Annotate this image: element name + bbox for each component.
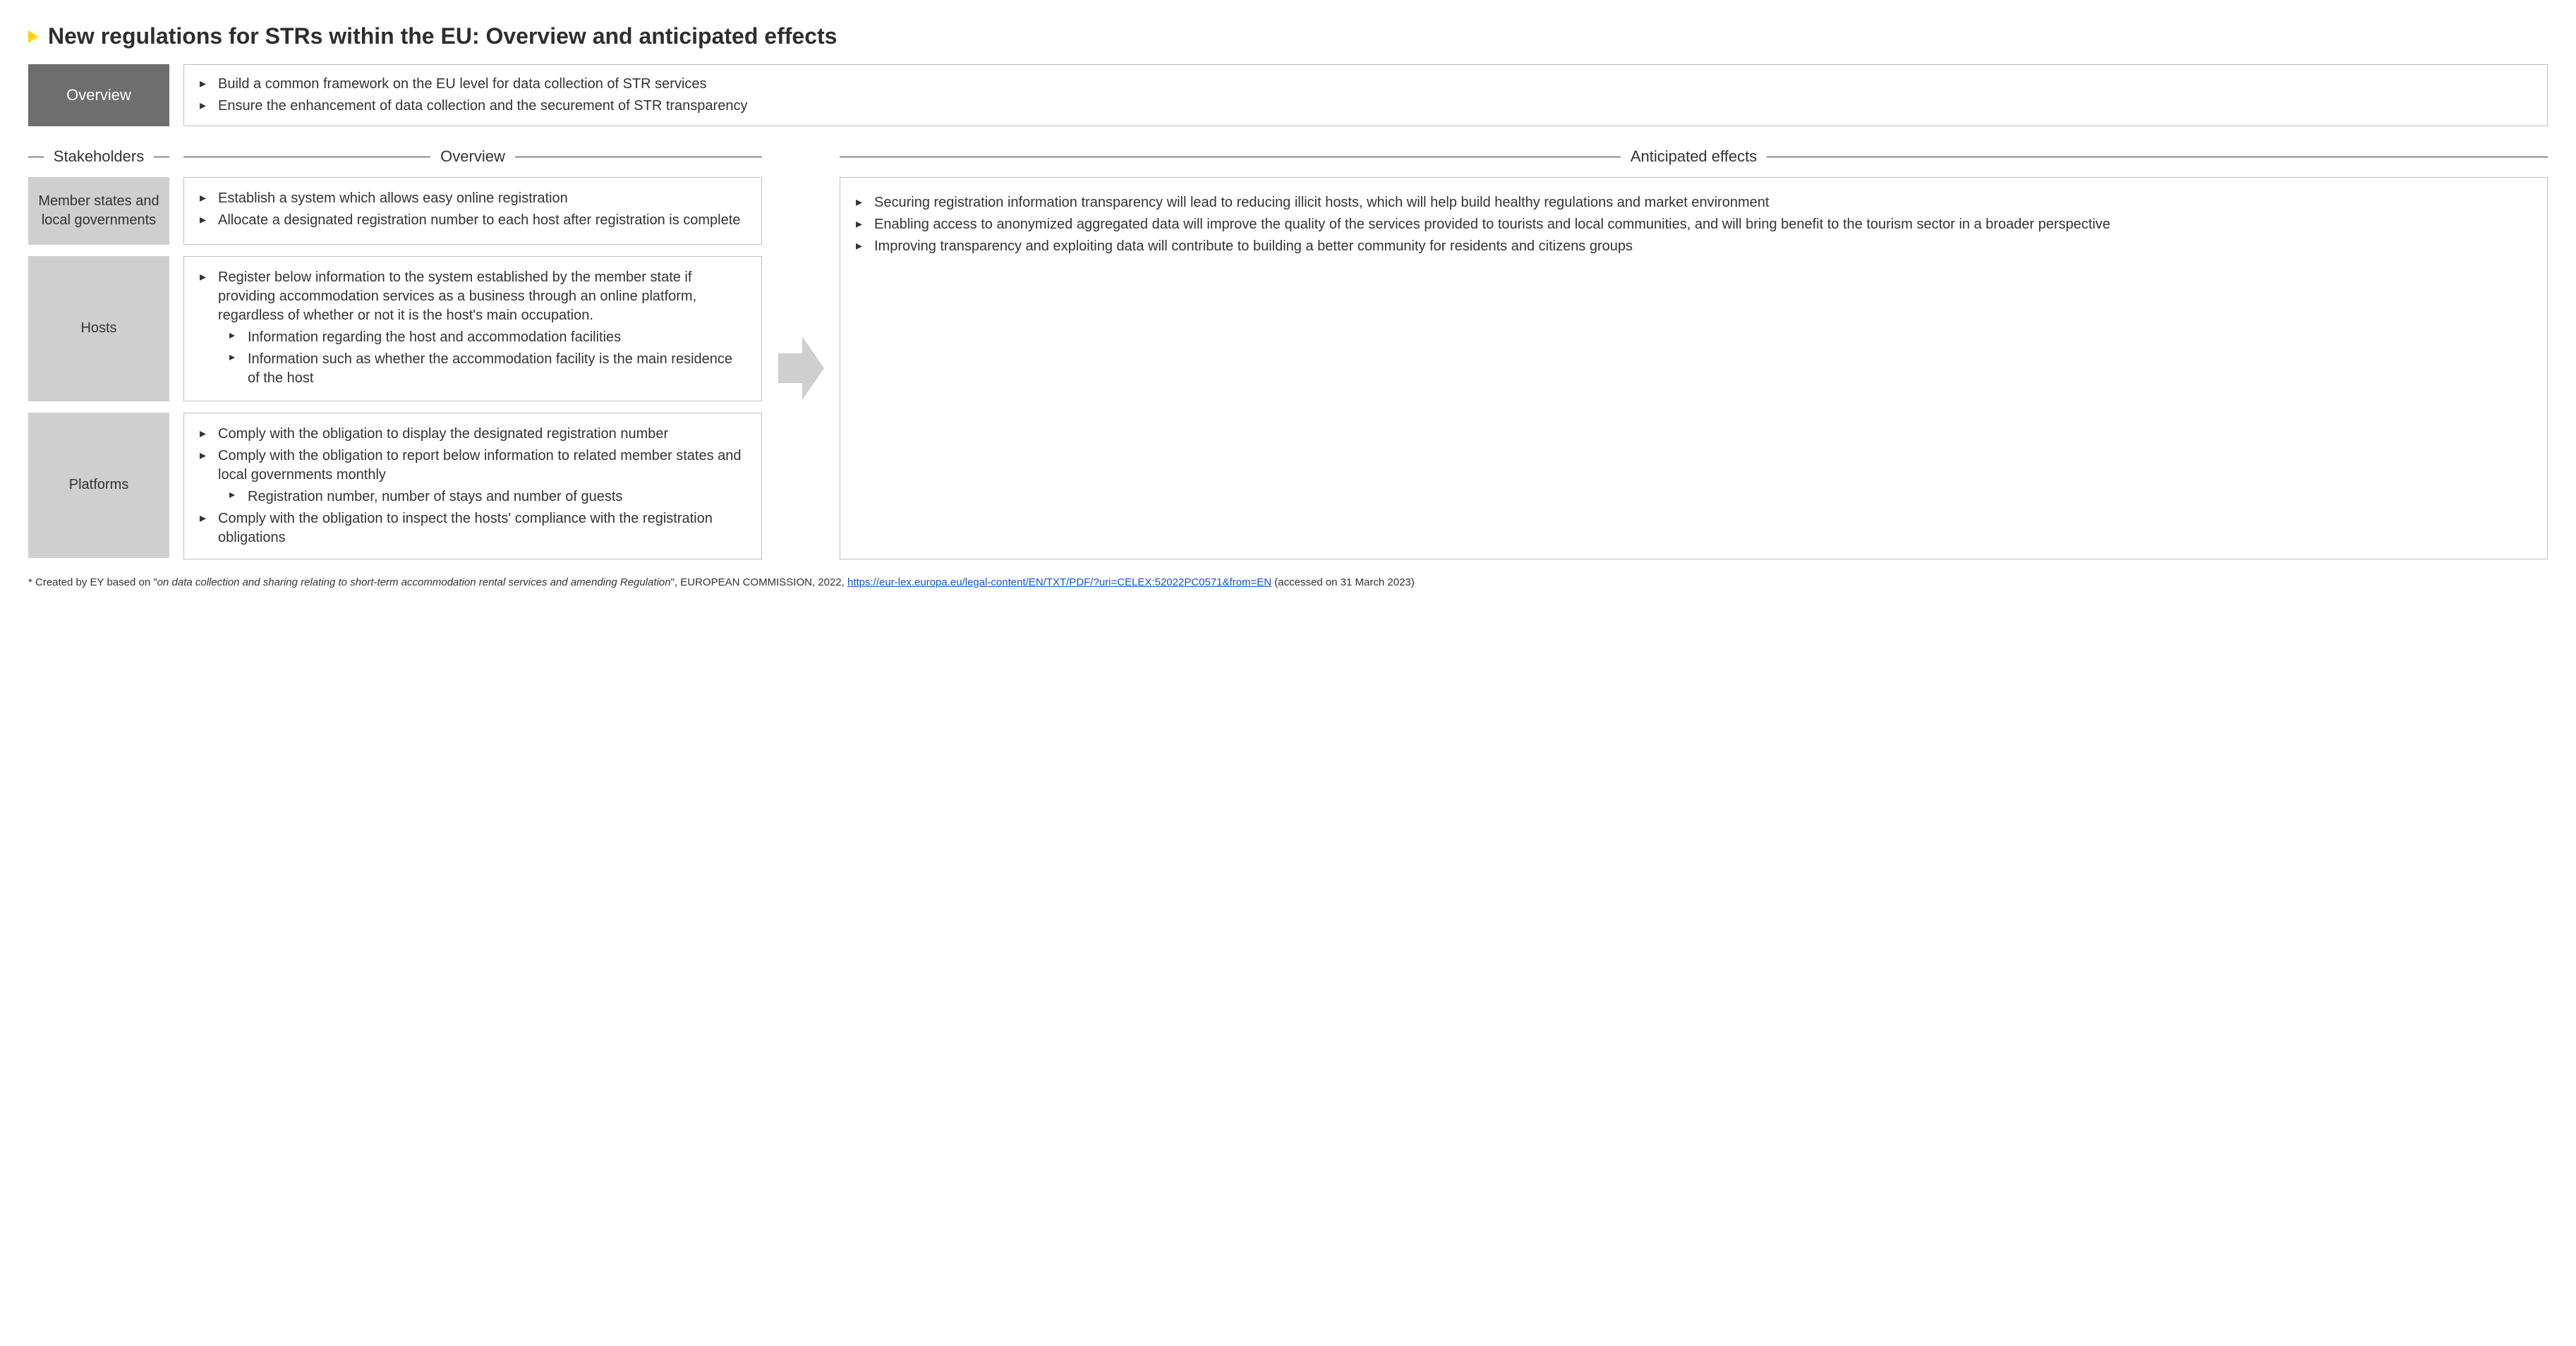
stakeholders-column: Member states and local governments Host… (28, 177, 169, 559)
overview-top-item: Build a common framework on the EU level… (200, 75, 2532, 94)
overview-subitem: Information regarding the host and accom… (229, 328, 746, 347)
overview-box: Comply with the obligation to display th… (183, 413, 762, 559)
effects-item: Improving transparency and exploiting da… (856, 237, 2532, 256)
overview-top-label: Overview (28, 64, 169, 126)
footnote-prefix: * Created by EY based on " (28, 576, 157, 588)
stakeholder-box: Platforms (28, 413, 169, 558)
col-header-label: Anticipated effects (1626, 146, 1761, 167)
col-header-effects: Anticipated effects (840, 146, 2548, 167)
overview-list: Register below information to the system… (200, 268, 746, 388)
overview-top-row: Overview Build a common framework on the… (28, 64, 2548, 126)
overview-item-text: Comply with the obligation to report bel… (218, 448, 742, 483)
footnote-mid: ", EUROPEAN COMMISSION, 2022, (671, 576, 847, 588)
arrow-column (776, 177, 826, 559)
overview-subitem: Information such as whether the accommod… (229, 350, 746, 388)
col-header-label: Overview (436, 146, 509, 167)
stakeholder-label: Member states and local governments (34, 192, 164, 230)
column-headers: Stakeholders Overview Anticipated effect… (28, 146, 2548, 167)
footnote-link[interactable]: https://eur-lex.europa.eu/legal-content/… (847, 576, 1271, 588)
overview-column: Establish a system which allows easy onl… (183, 177, 762, 559)
effects-list: Securing registration information transp… (856, 193, 2532, 256)
col-header-label: Stakeholders (49, 146, 148, 167)
effects-column: Securing registration information transp… (840, 177, 2548, 559)
overview-item: Allocate a designated registration numbe… (200, 211, 746, 230)
footnote-suffix: (accessed on 31 March 2023) (1271, 576, 1415, 588)
stakeholder-label: Platforms (69, 475, 128, 495)
overview-top-list: Build a common framework on the EU level… (200, 75, 2532, 116)
main-grid: Member states and local governments Host… (28, 177, 2548, 559)
overview-top-box: Build a common framework on the EU level… (183, 64, 2548, 126)
arrow-right-icon (778, 336, 824, 400)
stakeholder-label: Hosts (80, 319, 116, 338)
col-header-overview: Overview (183, 146, 762, 167)
overview-box: Establish a system which allows easy onl… (183, 177, 762, 245)
overview-item-text: Register below information to the system… (218, 269, 696, 323)
overview-item: Establish a system which allows easy onl… (200, 189, 746, 208)
footnote: * Created by EY based on "on data collec… (28, 575, 2548, 590)
effects-item: Securing registration information transp… (856, 193, 2532, 212)
title-row: New regulations for STRs within the EU: … (28, 21, 2548, 51)
overview-list: Establish a system which allows easy onl… (200, 189, 746, 230)
overview-item: Comply with the obligation to display th… (200, 425, 746, 444)
overview-item: Register below information to the system… (200, 268, 746, 388)
overview-sublist: Registration number, number of stays and… (218, 487, 746, 507)
overview-subitem: Registration number, number of stays and… (229, 487, 746, 507)
stakeholder-box: Member states and local governments (28, 177, 169, 245)
stakeholder-box: Hosts (28, 256, 169, 401)
page-title: New regulations for STRs within the EU: … (48, 21, 837, 51)
effects-item: Enabling access to anonymized aggregated… (856, 215, 2532, 234)
overview-list: Comply with the obligation to display th… (200, 425, 746, 547)
overview-item: Comply with the obligation to report bel… (200, 447, 746, 507)
overview-box: Register below information to the system… (183, 256, 762, 401)
footnote-italic: on data collection and sharing relating … (157, 576, 671, 588)
effects-box: Securing registration information transp… (840, 177, 2548, 559)
accent-triangle-icon (28, 30, 38, 43)
col-header-stakeholders: Stakeholders (28, 146, 169, 167)
overview-top-item: Ensure the enhancement of data collectio… (200, 97, 2532, 116)
overview-sublist: Information regarding the host and accom… (218, 328, 746, 388)
overview-item: Comply with the obligation to inspect th… (200, 509, 746, 547)
